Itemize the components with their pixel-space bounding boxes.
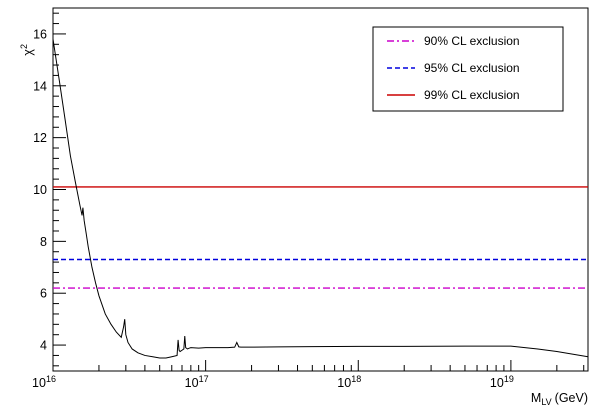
y-tick-label: 12 bbox=[33, 131, 47, 145]
y-tick-label: 10 bbox=[33, 183, 47, 197]
x-tick-label: 1018 bbox=[337, 374, 361, 390]
y-tick-label: 14 bbox=[33, 79, 47, 93]
series-line-chi2 bbox=[52, 39, 589, 359]
series-lines bbox=[52, 39, 589, 359]
y-axis-title: χ2 bbox=[19, 44, 35, 56]
x-tick-label-exp: 17 bbox=[199, 374, 209, 384]
y-tick-label: 16 bbox=[33, 27, 47, 41]
threshold-lines bbox=[53, 186, 588, 289]
x-axis-title-main: M bbox=[531, 391, 541, 405]
x-tick-label-exp: 19 bbox=[504, 374, 514, 384]
x-axis-title-unit: (GeV) bbox=[555, 391, 588, 405]
legend-label-3: 99% CL exclusion bbox=[424, 88, 520, 102]
legend-label-2: 95% CL exclusion bbox=[424, 61, 520, 75]
y-tick-label: 8 bbox=[40, 235, 47, 249]
x-tick-label-exp: 18 bbox=[351, 374, 361, 384]
legend-entries: 90% CL exclusion 95% CL exclusion 99% CL e… bbox=[387, 34, 520, 102]
x-tick-label: 1019 bbox=[490, 374, 514, 390]
x-tick-label: 1017 bbox=[185, 374, 209, 390]
x-axis-ticks: 1016 1017 1018 1019 bbox=[32, 360, 585, 390]
y-axis-ticks: 4 6 8 10 12 14 16 bbox=[33, 12, 66, 367]
legend-label-1: 90% CL exclusion bbox=[424, 34, 520, 48]
y-axis-title-sup: 2 bbox=[19, 44, 29, 49]
legend: 90% CL exclusion 95% CL exclusion 99% CL e… bbox=[372, 26, 564, 112]
x-tick-label-base: 10 bbox=[185, 376, 199, 390]
x-tick-label-base: 10 bbox=[32, 376, 46, 390]
x-tick-label: 1016 bbox=[32, 374, 56, 390]
x-tick-label-exp: 16 bbox=[46, 374, 56, 384]
x-tick-label-base: 10 bbox=[337, 376, 351, 390]
x-axis-title-sub: LV bbox=[541, 397, 551, 407]
y-axis-title-main: χ bbox=[21, 49, 35, 56]
y-tick-label: 6 bbox=[40, 287, 47, 301]
x-tick-label-base: 10 bbox=[490, 376, 504, 390]
y-tick-label: 4 bbox=[40, 339, 47, 353]
x-axis-title: MLV (GeV) bbox=[531, 391, 588, 407]
